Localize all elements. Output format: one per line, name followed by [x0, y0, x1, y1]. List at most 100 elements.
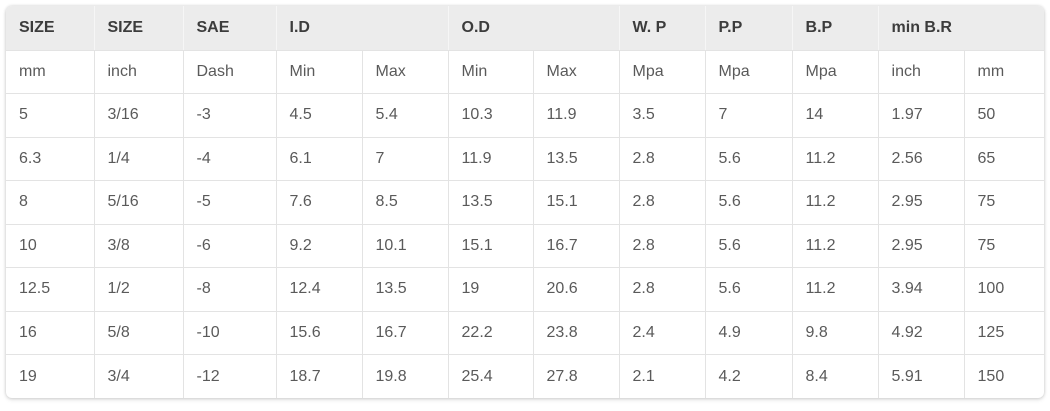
table-cell: 19 [447, 267, 534, 312]
table-cell: 3/8 [93, 223, 184, 268]
table-cell: 2.8 [618, 267, 706, 312]
table-cell: 22.2 [447, 310, 534, 355]
unit-cell: Min [275, 50, 363, 94]
table-cell: 27.8 [532, 354, 620, 398]
table-cell: 5.6 [704, 136, 793, 181]
table-cell: 9.2 [275, 223, 363, 268]
table-row: 8 5/16 -5 7.6 8.5 13.5 15.1 2.8 5.6 11.2… [6, 180, 1044, 225]
table-cell: 11.9 [447, 136, 534, 181]
unit-cell: mm [963, 50, 1044, 94]
table-cell: 6.3 [6, 136, 95, 181]
table-cell: 16 [6, 310, 95, 355]
table-cell: 15.6 [275, 310, 363, 355]
table-cell: 4.9 [704, 310, 793, 355]
table-cell: 5.4 [361, 93, 449, 138]
header-size-mm: SIZE [6, 6, 95, 51]
table-cell: 5.91 [877, 354, 965, 398]
hose-spec-table: SIZE SIZE SAE I.D O.D W. P P.P B.P min B… [6, 6, 1044, 398]
unit-cell: Mpa [791, 50, 879, 94]
table-cell: 2.8 [618, 180, 706, 225]
table-cell: 15.1 [532, 180, 620, 225]
table-cell: 7.6 [275, 180, 363, 225]
table-row: 16 5/8 -10 15.6 16.7 22.2 23.8 2.4 4.9 9… [6, 310, 1044, 355]
table-row: 10 3/8 -6 9.2 10.1 15.1 16.7 2.8 5.6 11.… [6, 223, 1044, 268]
header-inner-diameter: I.D [275, 6, 449, 51]
table-cell: 5.6 [704, 267, 793, 312]
table-cell: 5.6 [704, 180, 793, 225]
unit-cell: Mpa [618, 50, 706, 94]
table-cell: 3/16 [93, 93, 184, 138]
table-cell: 50 [963, 93, 1044, 138]
table-cell: 11.2 [791, 223, 879, 268]
table-cell: 2.95 [877, 180, 965, 225]
table-cell: 8 [6, 180, 95, 225]
table-cell: 5/8 [93, 310, 184, 355]
table-cell: 9.8 [791, 310, 879, 355]
table-cell: 12.4 [275, 267, 363, 312]
table-cell: 4.92 [877, 310, 965, 355]
unit-cell: Min [447, 50, 534, 94]
table-cell: -4 [182, 136, 277, 181]
table-cell: 14 [791, 93, 879, 138]
table-cell: 1.97 [877, 93, 965, 138]
table-cell: 7 [704, 93, 793, 138]
table-cell: 3/4 [93, 354, 184, 398]
table-cell: -6 [182, 223, 277, 268]
unit-cell: Mpa [704, 50, 793, 94]
table-cell: -10 [182, 310, 277, 355]
header-sae: SAE [182, 6, 277, 51]
table-cell: 125 [963, 310, 1044, 355]
table-cell: 4.2 [704, 354, 793, 398]
hose-spec-table-card: SIZE SIZE SAE I.D O.D W. P P.P B.P min B… [6, 6, 1044, 398]
table-cell: 11.2 [791, 180, 879, 225]
table-cell: 2.8 [618, 136, 706, 181]
table-cell: -3 [182, 93, 277, 138]
table-cell: 12.5 [6, 267, 95, 312]
table-cell: 8.4 [791, 354, 879, 398]
table-cell: 100 [963, 267, 1044, 312]
unit-cell: Dash [182, 50, 277, 94]
table-cell: 2.95 [877, 223, 965, 268]
header-burst-pressure: B.P [791, 6, 879, 51]
table-cell: 13.5 [532, 136, 620, 181]
table-cell: 10 [6, 223, 95, 268]
header-proof-pressure: P.P [704, 6, 793, 51]
table-cell: 1/4 [93, 136, 184, 181]
table-cell: 19 [6, 354, 95, 398]
table-cell: 5.6 [704, 223, 793, 268]
table-row: 6.3 1/4 -4 6.1 7 11.9 13.5 2.8 5.6 11.2 … [6, 136, 1044, 181]
table-cell: 75 [963, 180, 1044, 225]
table-cell: 5 [6, 93, 95, 138]
table-cell: 2.4 [618, 310, 706, 355]
table-cell: 65 [963, 136, 1044, 181]
table-cell: 10.1 [361, 223, 449, 268]
header-size-inch: SIZE [93, 6, 184, 51]
table-cell: 2.8 [618, 223, 706, 268]
unit-cell: inch [877, 50, 965, 94]
table-cell: 11.9 [532, 93, 620, 138]
table-cell: 8.5 [361, 180, 449, 225]
table-cell: 16.7 [361, 310, 449, 355]
table-cell: 16.7 [532, 223, 620, 268]
header-outer-diameter: O.D [447, 6, 620, 51]
table-cell: 2.56 [877, 136, 965, 181]
table-cell: 3.5 [618, 93, 706, 138]
table-cell: 23.8 [532, 310, 620, 355]
table-row: 19 3/4 -12 18.7 19.8 25.4 27.8 2.1 4.2 8… [6, 354, 1044, 398]
table-cell: -5 [182, 180, 277, 225]
table-cell: 150 [963, 354, 1044, 398]
unit-cell: inch [93, 50, 184, 94]
table-cell: 7 [361, 136, 449, 181]
table-cell: 3.94 [877, 267, 965, 312]
table-cell: -12 [182, 354, 277, 398]
table-cell: 2.1 [618, 354, 706, 398]
table-cell: 4.5 [275, 93, 363, 138]
table-cell: 11.2 [791, 267, 879, 312]
unit-cell: Max [532, 50, 620, 94]
table-cell: 13.5 [447, 180, 534, 225]
table-cell: 1/2 [93, 267, 184, 312]
table-cell: 6.1 [275, 136, 363, 181]
table-cell: 20.6 [532, 267, 620, 312]
table-cell: 13.5 [361, 267, 449, 312]
header-row: SIZE SIZE SAE I.D O.D W. P P.P B.P min B… [6, 6, 1044, 51]
